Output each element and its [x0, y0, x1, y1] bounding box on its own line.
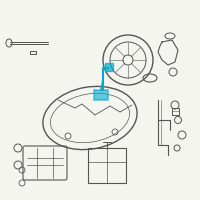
Bar: [88, 148, 126, 183]
Bar: [105, 63, 113, 71]
Bar: [172, 108, 179, 115]
Bar: [94, 90, 108, 100]
